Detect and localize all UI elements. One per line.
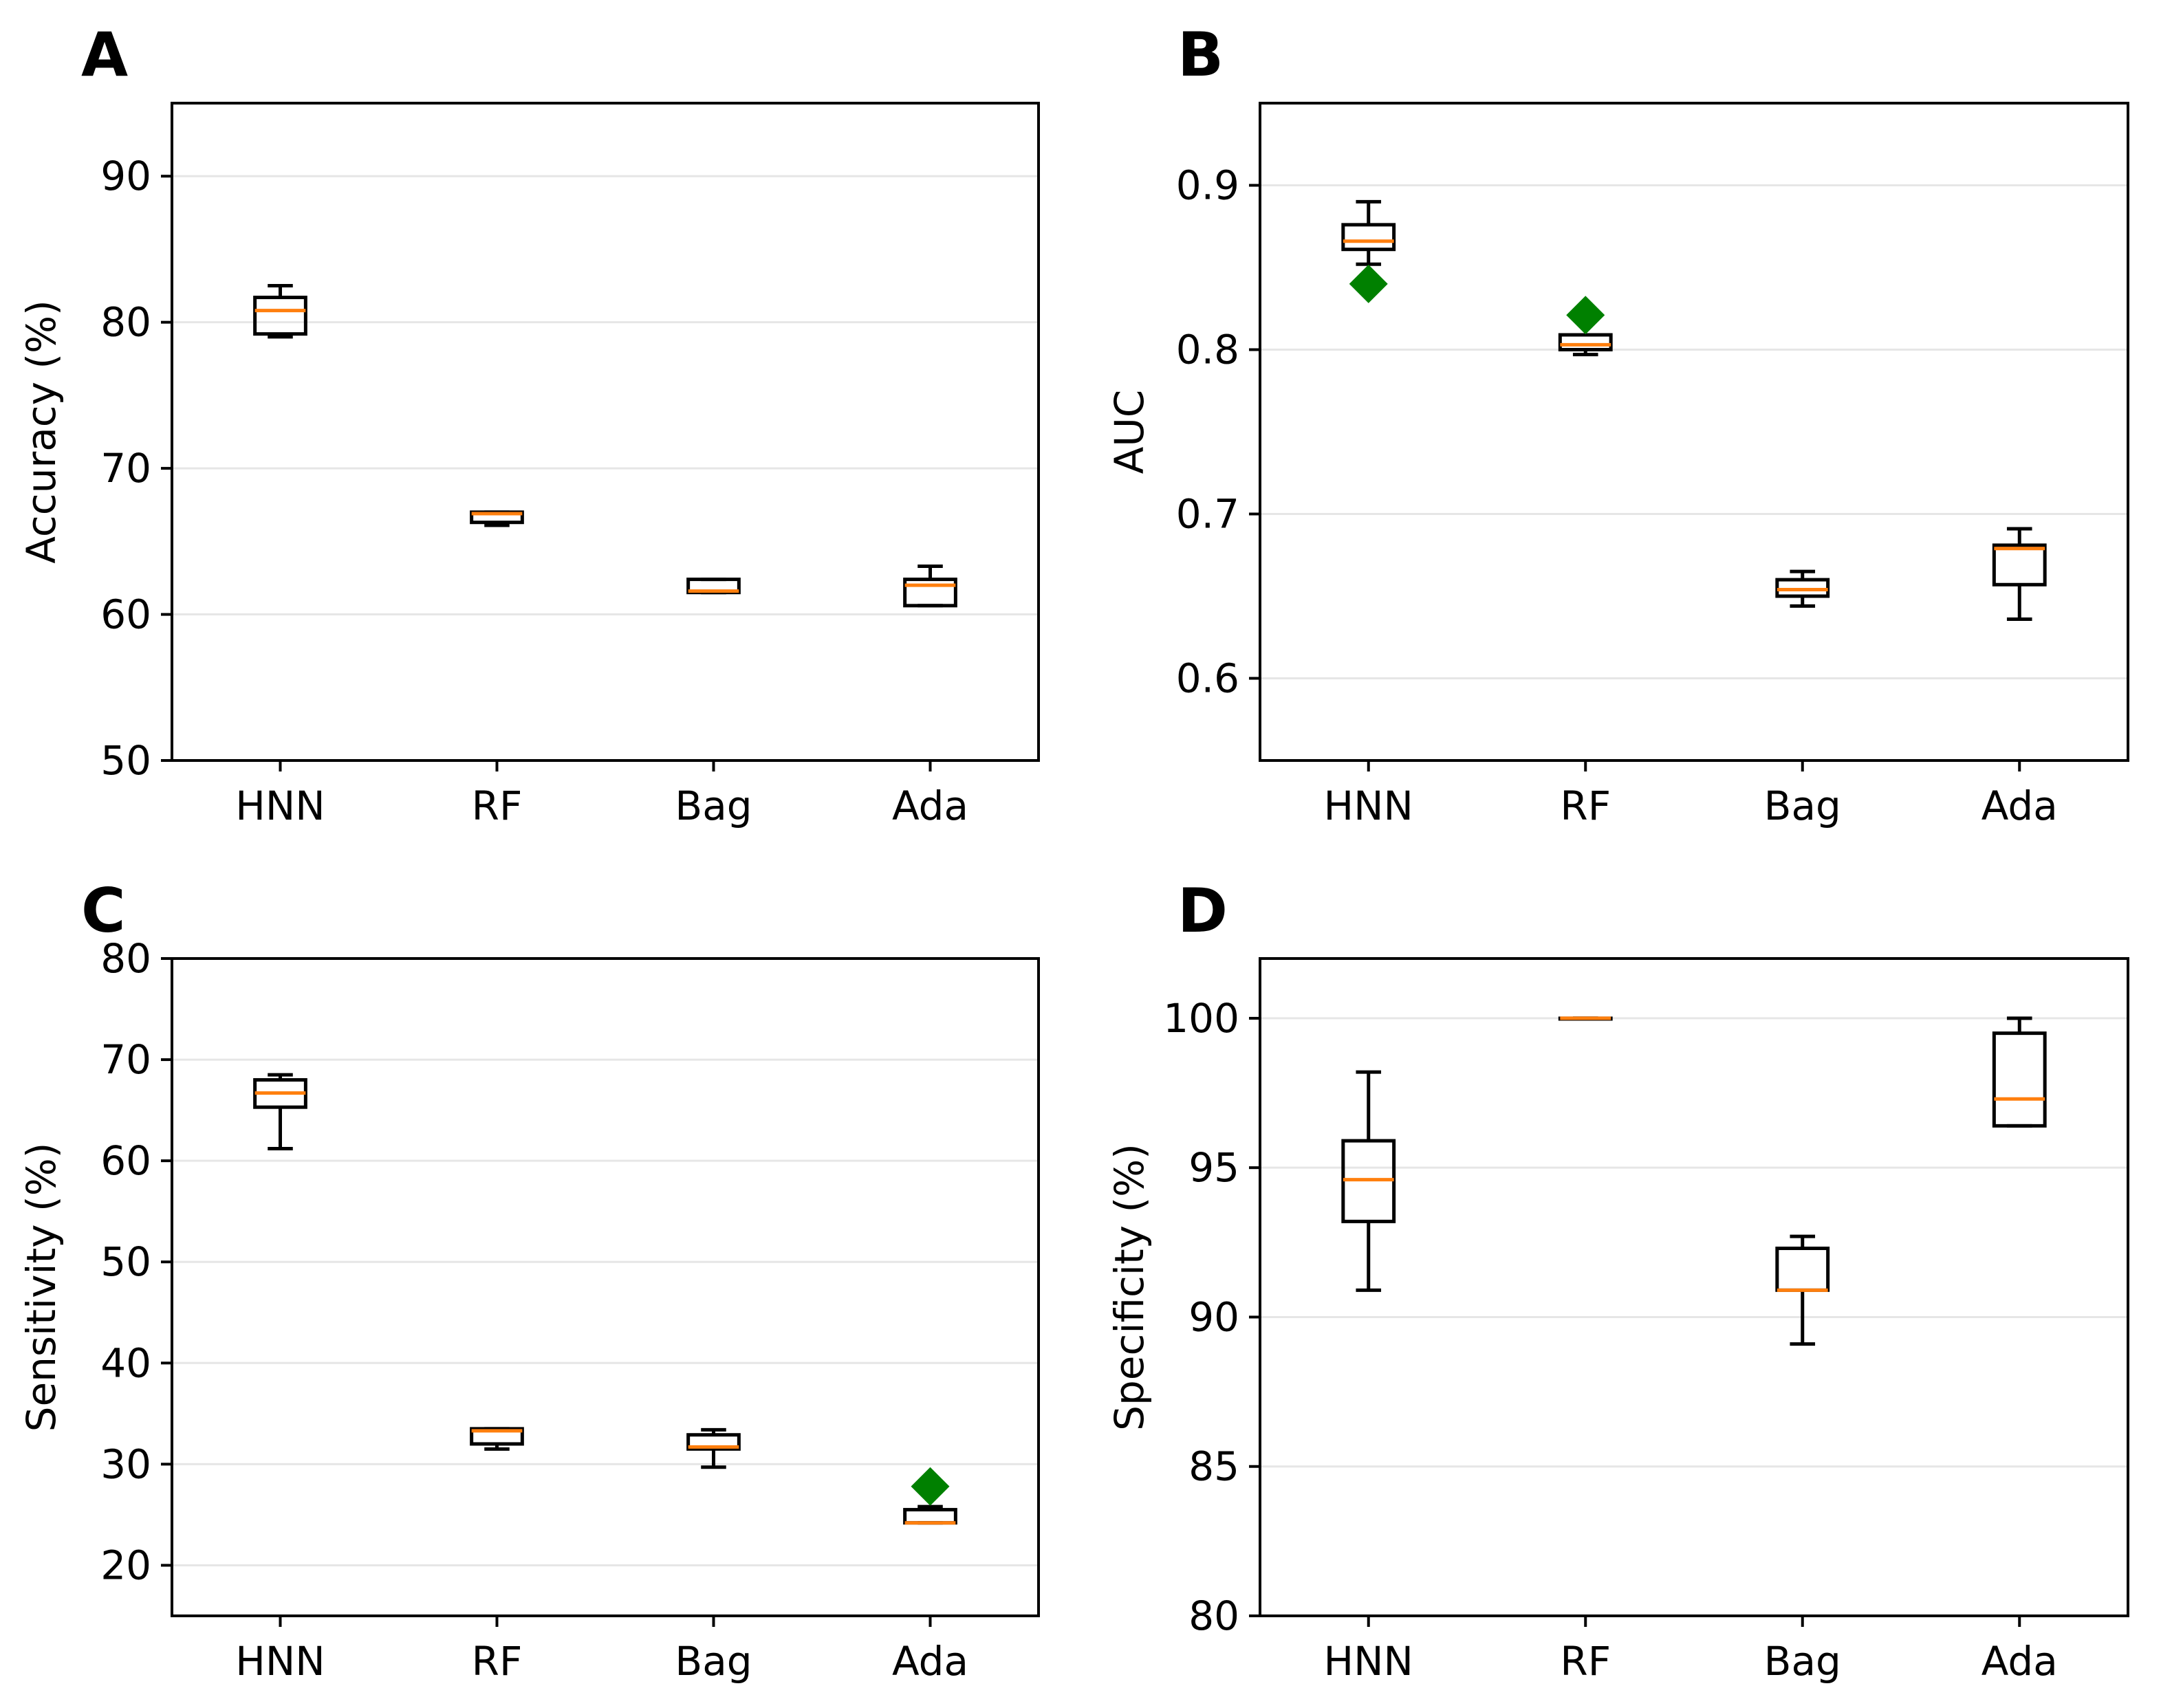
panel-b-ytick-label: 0.9 bbox=[1176, 162, 1239, 209]
panel-b-box-bag bbox=[1775, 569, 1830, 608]
panel-a-ytick-label: 50 bbox=[100, 737, 151, 784]
panel-a-letter: A bbox=[81, 19, 128, 90]
panel-b-outlier-marker bbox=[1566, 296, 1605, 335]
panel-d-box-ada bbox=[1992, 1016, 2047, 1128]
panel-c-box-rect bbox=[686, 1433, 741, 1451]
panel-b-ylabel: AUC bbox=[1106, 390, 1153, 474]
panel-b-ytick-label: 0.7 bbox=[1176, 491, 1239, 538]
panel-d-ytick-label: 95 bbox=[1188, 1144, 1239, 1191]
panel-d-box-bag bbox=[1775, 1234, 1830, 1346]
panel-a-box-rect bbox=[253, 296, 307, 336]
panel-b-ytick-label: 0.6 bbox=[1176, 655, 1239, 702]
panel-c-box-hnn bbox=[253, 1073, 307, 1151]
panel-d-ytick-label: 90 bbox=[1188, 1293, 1239, 1340]
panel-a-ytick-label: 90 bbox=[100, 153, 151, 199]
panel-c-box-bag bbox=[686, 1427, 741, 1469]
panel-c-ytick-label: 80 bbox=[100, 935, 151, 982]
panel-c-ytick-label: 30 bbox=[100, 1441, 151, 1487]
panel-d-box-rf bbox=[1558, 1016, 1613, 1021]
panel-b-box-rf bbox=[1558, 296, 1613, 357]
panel-a-box-rect bbox=[903, 578, 957, 608]
panel-a-xtick-label: Bag bbox=[675, 782, 752, 829]
panel-d-ylabel: Specificity (%) bbox=[1106, 1143, 1153, 1431]
panel-b-box-ada bbox=[1992, 527, 2047, 621]
panel-d-box-rect bbox=[1775, 1247, 1830, 1292]
panel-b-ytick-label: 0.8 bbox=[1176, 327, 1239, 373]
panel-a-box-hnn bbox=[253, 284, 307, 339]
panel-b-axes-frame bbox=[1259, 102, 2129, 762]
panel-c-box-rect bbox=[470, 1427, 524, 1446]
panel-c: C 20 30 40 50 60 70 80 HNN RF Bag Ada Sensitivity (%… bbox=[18, 875, 1040, 1685]
panel-c-box-rect bbox=[903, 1508, 957, 1525]
panel-c-ylabel: Sensitivity (%) bbox=[18, 1143, 65, 1432]
panel-b-xtick-label: Ada bbox=[1981, 782, 2058, 829]
panel-c-ytick-label: 50 bbox=[100, 1238, 151, 1285]
panel-c-axes-frame bbox=[171, 957, 1040, 1617]
panel-c-letter: C bbox=[81, 875, 126, 946]
panel-a-axes-frame bbox=[171, 102, 1040, 762]
panel-b-outlier-marker bbox=[1349, 264, 1388, 303]
panel-b-letter: B bbox=[1177, 19, 1224, 90]
panel-c-box-ada bbox=[903, 1467, 957, 1525]
panel-a: A 50 60 70 80 90 HNN RF Bag Ada Accuracy (%) bbox=[18, 19, 1040, 829]
panel-b-box-rect bbox=[1558, 333, 1613, 351]
panel-c-xtick-label: HNN bbox=[235, 1638, 325, 1685]
panel-c-ytick-label: 40 bbox=[100, 1339, 151, 1386]
panel-d-xtick-label: HNN bbox=[1324, 1638, 1413, 1685]
panel-c-xtick-label: Bag bbox=[675, 1638, 752, 1685]
panel-d: D 80 85 90 95 100 HNN RF Bag Ada Specificity (%) bbox=[1106, 875, 2129, 1685]
panel-a-xtick-label: HNN bbox=[235, 782, 325, 829]
panel-b: B 0.6 0.7 0.8 0.9 HNN RF Bag Ada AUC bbox=[1106, 19, 2129, 829]
panel-c-outlier-marker bbox=[911, 1467, 950, 1506]
panel-c-box-rf bbox=[470, 1427, 524, 1451]
panel-c-ytick-label: 20 bbox=[100, 1542, 151, 1588]
panel-d-letter: D bbox=[1177, 875, 1228, 946]
panel-a-ytick-label: 70 bbox=[100, 445, 151, 492]
panel-c-xtick-label: RF bbox=[472, 1638, 523, 1685]
panel-b-xtick-label: HNN bbox=[1324, 782, 1413, 829]
panel-d-ytick-label: 100 bbox=[1163, 995, 1239, 1042]
panel-d-xtick-label: Bag bbox=[1764, 1638, 1841, 1685]
panel-a-xtick-label: RF bbox=[472, 782, 523, 829]
panel-d-ytick-label: 80 bbox=[1188, 1592, 1239, 1639]
panel-b-xtick-label: Bag bbox=[1764, 782, 1841, 829]
panel-d-box-hnn bbox=[1341, 1070, 1396, 1292]
panel-a-xtick-label: Ada bbox=[892, 782, 968, 829]
panel-c-xtick-label: Ada bbox=[892, 1638, 968, 1685]
panel-a-box-bag bbox=[686, 578, 741, 595]
panel-a-ytick-label: 60 bbox=[100, 591, 151, 638]
panel-a-ytick-label: 80 bbox=[100, 299, 151, 346]
panel-d-ytick-label: 85 bbox=[1188, 1443, 1239, 1490]
panel-d-box-rect bbox=[1992, 1031, 2047, 1128]
panel-d-axes-frame bbox=[1259, 957, 2129, 1617]
panel-a-ylabel: Accuracy (%) bbox=[18, 300, 65, 564]
panel-b-xtick-label: RF bbox=[1560, 782, 1611, 829]
panel-b-box-rect bbox=[1992, 543, 2047, 587]
panel-d-xtick-label: RF bbox=[1560, 1638, 1611, 1685]
panel-a-box-ada bbox=[903, 564, 957, 608]
panel-b-box-rect bbox=[1341, 223, 1396, 252]
panel-c-ytick-label: 60 bbox=[100, 1137, 151, 1184]
panel-c-ytick-label: 70 bbox=[100, 1036, 151, 1083]
panel-d-xtick-label: Ada bbox=[1981, 1638, 2058, 1685]
panel-b-box-hnn bbox=[1341, 199, 1396, 303]
panel-a-box-rf bbox=[470, 510, 524, 527]
